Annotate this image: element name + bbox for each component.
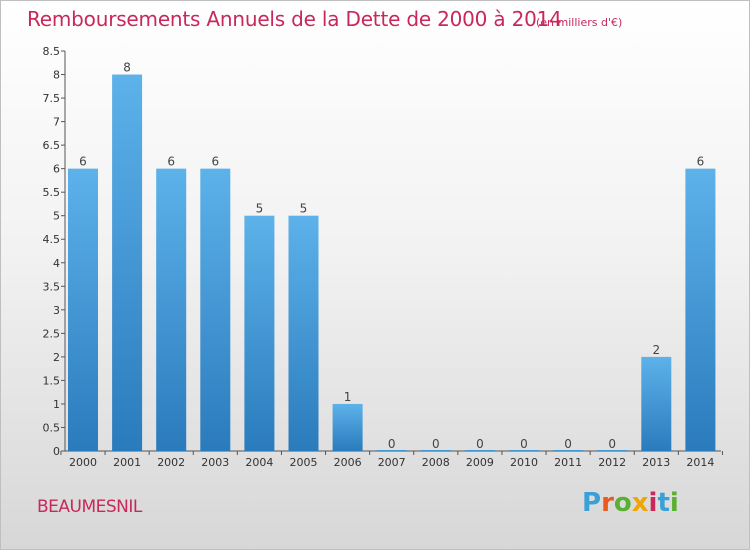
proxiti-logo: Proxiti [582, 488, 679, 518]
x-tick-label: 2005 [290, 456, 318, 469]
x-tick-label: 2003 [201, 456, 229, 469]
data-label: 0 [432, 437, 440, 451]
data-label: 5 [256, 202, 264, 216]
y-tick-label: 4 [53, 257, 60, 270]
y-tick-label: 4.5 [43, 233, 61, 246]
logo-letter: t [657, 488, 670, 518]
bar [112, 74, 143, 451]
data-label: 0 [476, 437, 484, 451]
logo-letter: P [582, 488, 602, 518]
logo-letter: i [648, 488, 658, 518]
data-label: 8 [123, 61, 131, 75]
chart-title: Remboursements Annuels de la Dette de 20… [27, 7, 562, 31]
y-tick-label: 2 [53, 351, 60, 364]
data-label: 6 [79, 155, 87, 169]
chart-axes: 00.511.522.533.544.555.566.577.588.52000… [43, 45, 723, 469]
bar [244, 215, 275, 451]
y-tick-label: 7.5 [43, 92, 61, 105]
bar [553, 450, 584, 451]
y-tick-label: 1 [53, 398, 60, 411]
y-tick-label: 0.5 [43, 421, 61, 434]
x-tick-label: 2008 [422, 456, 450, 469]
y-tick-label: 8.5 [43, 45, 61, 58]
data-label: 6 [211, 155, 219, 169]
bar [288, 215, 319, 451]
x-tick-label: 2007 [378, 456, 406, 469]
bar [332, 403, 363, 451]
y-tick-label: 6 [53, 163, 60, 176]
data-label: 2 [652, 343, 660, 357]
bar [156, 168, 187, 451]
bar [597, 450, 628, 451]
y-tick-label: 2.5 [43, 327, 61, 340]
y-tick-label: 0 [53, 445, 60, 458]
y-tick-label: 7 [53, 116, 60, 129]
logo-letter: o [613, 488, 632, 518]
y-tick-label: 5.5 [43, 186, 61, 199]
data-label: 0 [520, 437, 528, 451]
data-label: 0 [388, 437, 396, 451]
data-label: 0 [564, 437, 572, 451]
y-tick-label: 3 [53, 304, 60, 317]
x-tick-label: 2011 [554, 456, 582, 469]
bar [200, 168, 231, 451]
x-tick-label: 2000 [69, 456, 97, 469]
bar [68, 168, 98, 451]
bar [376, 450, 407, 451]
data-label: 0 [608, 437, 616, 451]
bar [420, 450, 451, 451]
x-tick-label: 2009 [466, 456, 494, 469]
x-tick-label: 2014 [686, 456, 714, 469]
x-tick-label: 2006 [334, 456, 362, 469]
chart-subtitle: (en milliers d'€) [536, 16, 623, 29]
y-tick-label: 1.5 [43, 374, 61, 387]
data-label: 5 [300, 202, 308, 216]
x-tick-label: 2012 [598, 456, 626, 469]
bar [641, 356, 672, 451]
chart-bars: 6 8 6 6 5 5 1 0 0 0 0 0 0 2 6 [68, 61, 716, 451]
y-tick-label: 6.5 [43, 139, 61, 152]
logo-letter: x [631, 488, 649, 518]
logo-letter: r [601, 488, 614, 518]
x-tick-label: 2013 [642, 456, 670, 469]
y-tick-label: 5 [53, 210, 60, 223]
bar [685, 168, 716, 451]
y-tick-label: 8 [53, 69, 60, 82]
x-tick-label: 2002 [157, 456, 185, 469]
data-label: 6 [167, 155, 175, 169]
bar [464, 450, 495, 451]
data-label: 6 [697, 155, 705, 169]
x-tick-label: 2001 [113, 456, 141, 469]
data-label: 1 [344, 390, 352, 404]
x-tick-label: 2004 [245, 456, 273, 469]
x-tick-label: 2010 [510, 456, 538, 469]
logo-letter: i [669, 488, 679, 518]
bar [509, 450, 539, 451]
commune-name: BEAUMESNIL [37, 497, 142, 517]
y-tick-label: 3.5 [43, 280, 61, 293]
